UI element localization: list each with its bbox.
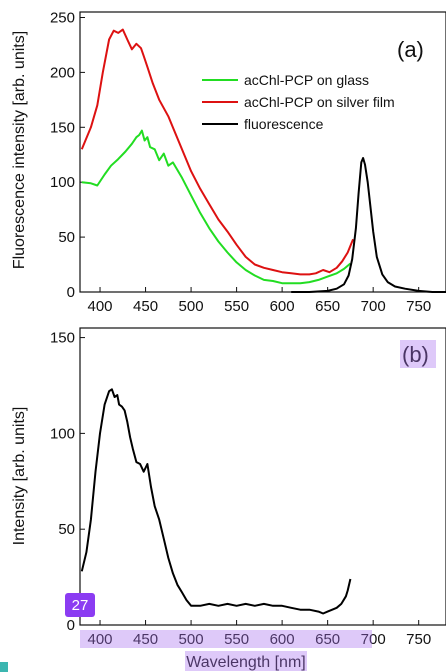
panel-a-x-tick-label: 400 bbox=[88, 298, 113, 315]
legend-label-fluorescence: fluorescence bbox=[244, 116, 324, 132]
panel-b-y-tick-label: 150 bbox=[50, 330, 75, 347]
panel-a-x-tick-label: 650 bbox=[315, 298, 340, 315]
panel-b: (b) Intensity [arb. units] Wavelength [n… bbox=[11, 327, 446, 671]
annotation-badge[interactable]: 27 bbox=[65, 593, 95, 617]
corner-marker bbox=[0, 662, 8, 672]
panel-a-line-acchl-pcp-on-glass bbox=[81, 129, 352, 285]
panel-b-x-axis-label: Wavelength [nm] bbox=[186, 654, 305, 671]
panel-a-ticks: 400 450 500 550 600 650 700 750 0 50 100 150 200 250 bbox=[50, 9, 431, 315]
legend-label-silver: acChl-PCP on silver film bbox=[244, 94, 395, 110]
panel-b-plot-frame bbox=[79, 327, 446, 626]
panel-b-line-series-0 bbox=[80, 388, 352, 615]
panel-a-y-tick-label: 250 bbox=[50, 9, 75, 26]
panel-b-ticks: 400 450 500 550 600 650 700 750 0 50 100 150 bbox=[50, 330, 431, 648]
panel-b-x-tick-label: 400 bbox=[88, 631, 113, 648]
panel-a-line-fluorescence bbox=[291, 157, 446, 293]
panel-b-label: (b) bbox=[402, 342, 429, 367]
panel-a-line-acchl-pcp-on-silver-film bbox=[80, 28, 355, 276]
panel-b-x-tick-label: 550 bbox=[224, 631, 249, 648]
panel-b-y-tick-label: 100 bbox=[50, 425, 75, 442]
panel-b-x-tick-label: 700 bbox=[361, 631, 386, 648]
panel-a-y-tick-label: 50 bbox=[58, 229, 75, 246]
panel-a-x-tick-label: 500 bbox=[179, 298, 204, 315]
panel-a-x-tick-label: 750 bbox=[406, 298, 431, 315]
panel-b-series bbox=[80, 388, 352, 615]
panel-b-y-axis-label: Intensity [arb. units] bbox=[11, 407, 28, 546]
panel-a-legend: acChl-PCP on glass acChl-PCP on silver f… bbox=[202, 72, 395, 132]
panel-a-y-tick-label: 200 bbox=[50, 64, 75, 81]
panel-b-label-highlight bbox=[400, 340, 436, 368]
panel-a-y-tick-label: 100 bbox=[50, 174, 75, 191]
legend-label-glass: acChl-PCP on glass bbox=[244, 72, 369, 88]
panel-b-y-tick-label: 0 bbox=[67, 617, 75, 634]
panel-a-x-tick-label: 600 bbox=[270, 298, 295, 315]
panel-b-y-tick-label: 50 bbox=[58, 521, 75, 538]
panel-a-series bbox=[80, 28, 446, 293]
panel-b-x-tick-label: 500 bbox=[179, 631, 204, 648]
panel-b-x-tick-label: 450 bbox=[133, 631, 158, 648]
panel-b-x-tick-label: 650 bbox=[315, 631, 340, 648]
panel-a-x-tick-label: 550 bbox=[224, 298, 249, 315]
x-tick-highlight bbox=[80, 630, 372, 648]
panel-a: (a) Fluorescence intensity [arb. units] … bbox=[11, 9, 446, 315]
panel-a-x-tick-label: 700 bbox=[361, 298, 386, 315]
panel-a-y-axis-label: Fluorescence intensity [arb. units] bbox=[11, 31, 28, 269]
panel-b-x-tick-label: 750 bbox=[406, 631, 431, 648]
panel-a-x-tick-label: 450 bbox=[133, 298, 158, 315]
panel-a-y-tick-label: 150 bbox=[50, 119, 75, 136]
x-axis-label-highlight bbox=[185, 651, 307, 671]
panel-b-x-tick-label: 600 bbox=[270, 631, 295, 648]
panel-a-y-tick-label: 0 bbox=[67, 284, 75, 301]
panel-a-plot-frame bbox=[79, 11, 446, 293]
panel-a-label: (a) bbox=[397, 37, 424, 62]
